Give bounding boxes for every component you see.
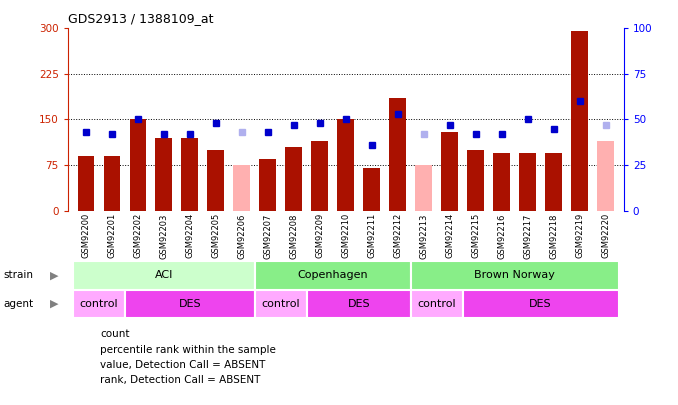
Bar [493,153,510,211]
Bar [155,138,172,211]
Text: GSM92207: GSM92207 [263,213,273,258]
Text: DES: DES [178,299,201,309]
Text: GSM92220: GSM92220 [601,213,610,258]
Text: percentile rank within the sample: percentile rank within the sample [100,345,276,354]
Bar [73,290,125,318]
Text: ▶: ▶ [49,299,58,309]
Bar [462,290,618,318]
Text: GSM92201: GSM92201 [108,213,117,258]
Bar [233,165,250,211]
Text: DES: DES [530,299,552,309]
Bar [416,165,432,211]
Text: GSM92213: GSM92213 [419,213,428,258]
Bar [207,150,224,211]
Text: GSM92212: GSM92212 [393,213,402,258]
Text: GSM92219: GSM92219 [575,213,584,258]
Bar [338,119,354,211]
Bar [519,153,536,211]
Bar [77,156,94,211]
Text: count: count [100,329,130,339]
Bar [411,261,618,290]
Text: control: control [262,299,300,309]
Bar [182,138,199,211]
Text: value, Detection Call = ABSENT: value, Detection Call = ABSENT [100,360,266,370]
Bar [260,159,277,211]
Bar [73,261,255,290]
Bar [311,141,328,211]
Text: GSM92204: GSM92204 [185,213,195,258]
Text: GSM92217: GSM92217 [523,213,532,258]
Bar [255,290,307,318]
Text: GSM92214: GSM92214 [445,213,454,258]
Bar [411,290,462,318]
Text: GSM92210: GSM92210 [341,213,351,258]
Bar [307,290,411,318]
Bar [597,141,614,211]
Bar [467,150,484,211]
Bar [571,31,588,211]
Text: Copenhagen: Copenhagen [298,271,368,280]
Text: GSM92208: GSM92208 [290,213,298,258]
Bar [363,168,380,211]
Text: GSM92211: GSM92211 [367,213,376,258]
Text: GSM92202: GSM92202 [134,213,142,258]
Text: control: control [79,299,118,309]
Text: GSM92205: GSM92205 [212,213,220,258]
Bar [104,156,121,211]
Text: ACI: ACI [155,271,173,280]
Text: GSM92218: GSM92218 [549,213,558,258]
Text: ▶: ▶ [49,271,58,280]
Bar [125,290,255,318]
Bar [285,147,302,211]
Bar [441,132,458,211]
Text: GSM92215: GSM92215 [471,213,480,258]
Bar [129,119,146,211]
Text: Brown Norway: Brown Norway [474,271,555,280]
Text: GSM92203: GSM92203 [159,213,168,258]
Text: DES: DES [347,299,370,309]
Text: GSM92216: GSM92216 [497,213,506,258]
Bar [389,98,406,211]
Text: GDS2913 / 1388109_at: GDS2913 / 1388109_at [68,12,214,25]
Text: GSM92206: GSM92206 [237,213,246,258]
Text: rank, Detection Call = ABSENT: rank, Detection Call = ABSENT [100,375,261,385]
Text: control: control [418,299,456,309]
Text: strain: strain [3,271,33,280]
Text: agent: agent [3,299,33,309]
Bar [545,153,562,211]
Bar [255,261,411,290]
Text: GSM92200: GSM92200 [81,213,90,258]
Text: GSM92209: GSM92209 [315,213,324,258]
